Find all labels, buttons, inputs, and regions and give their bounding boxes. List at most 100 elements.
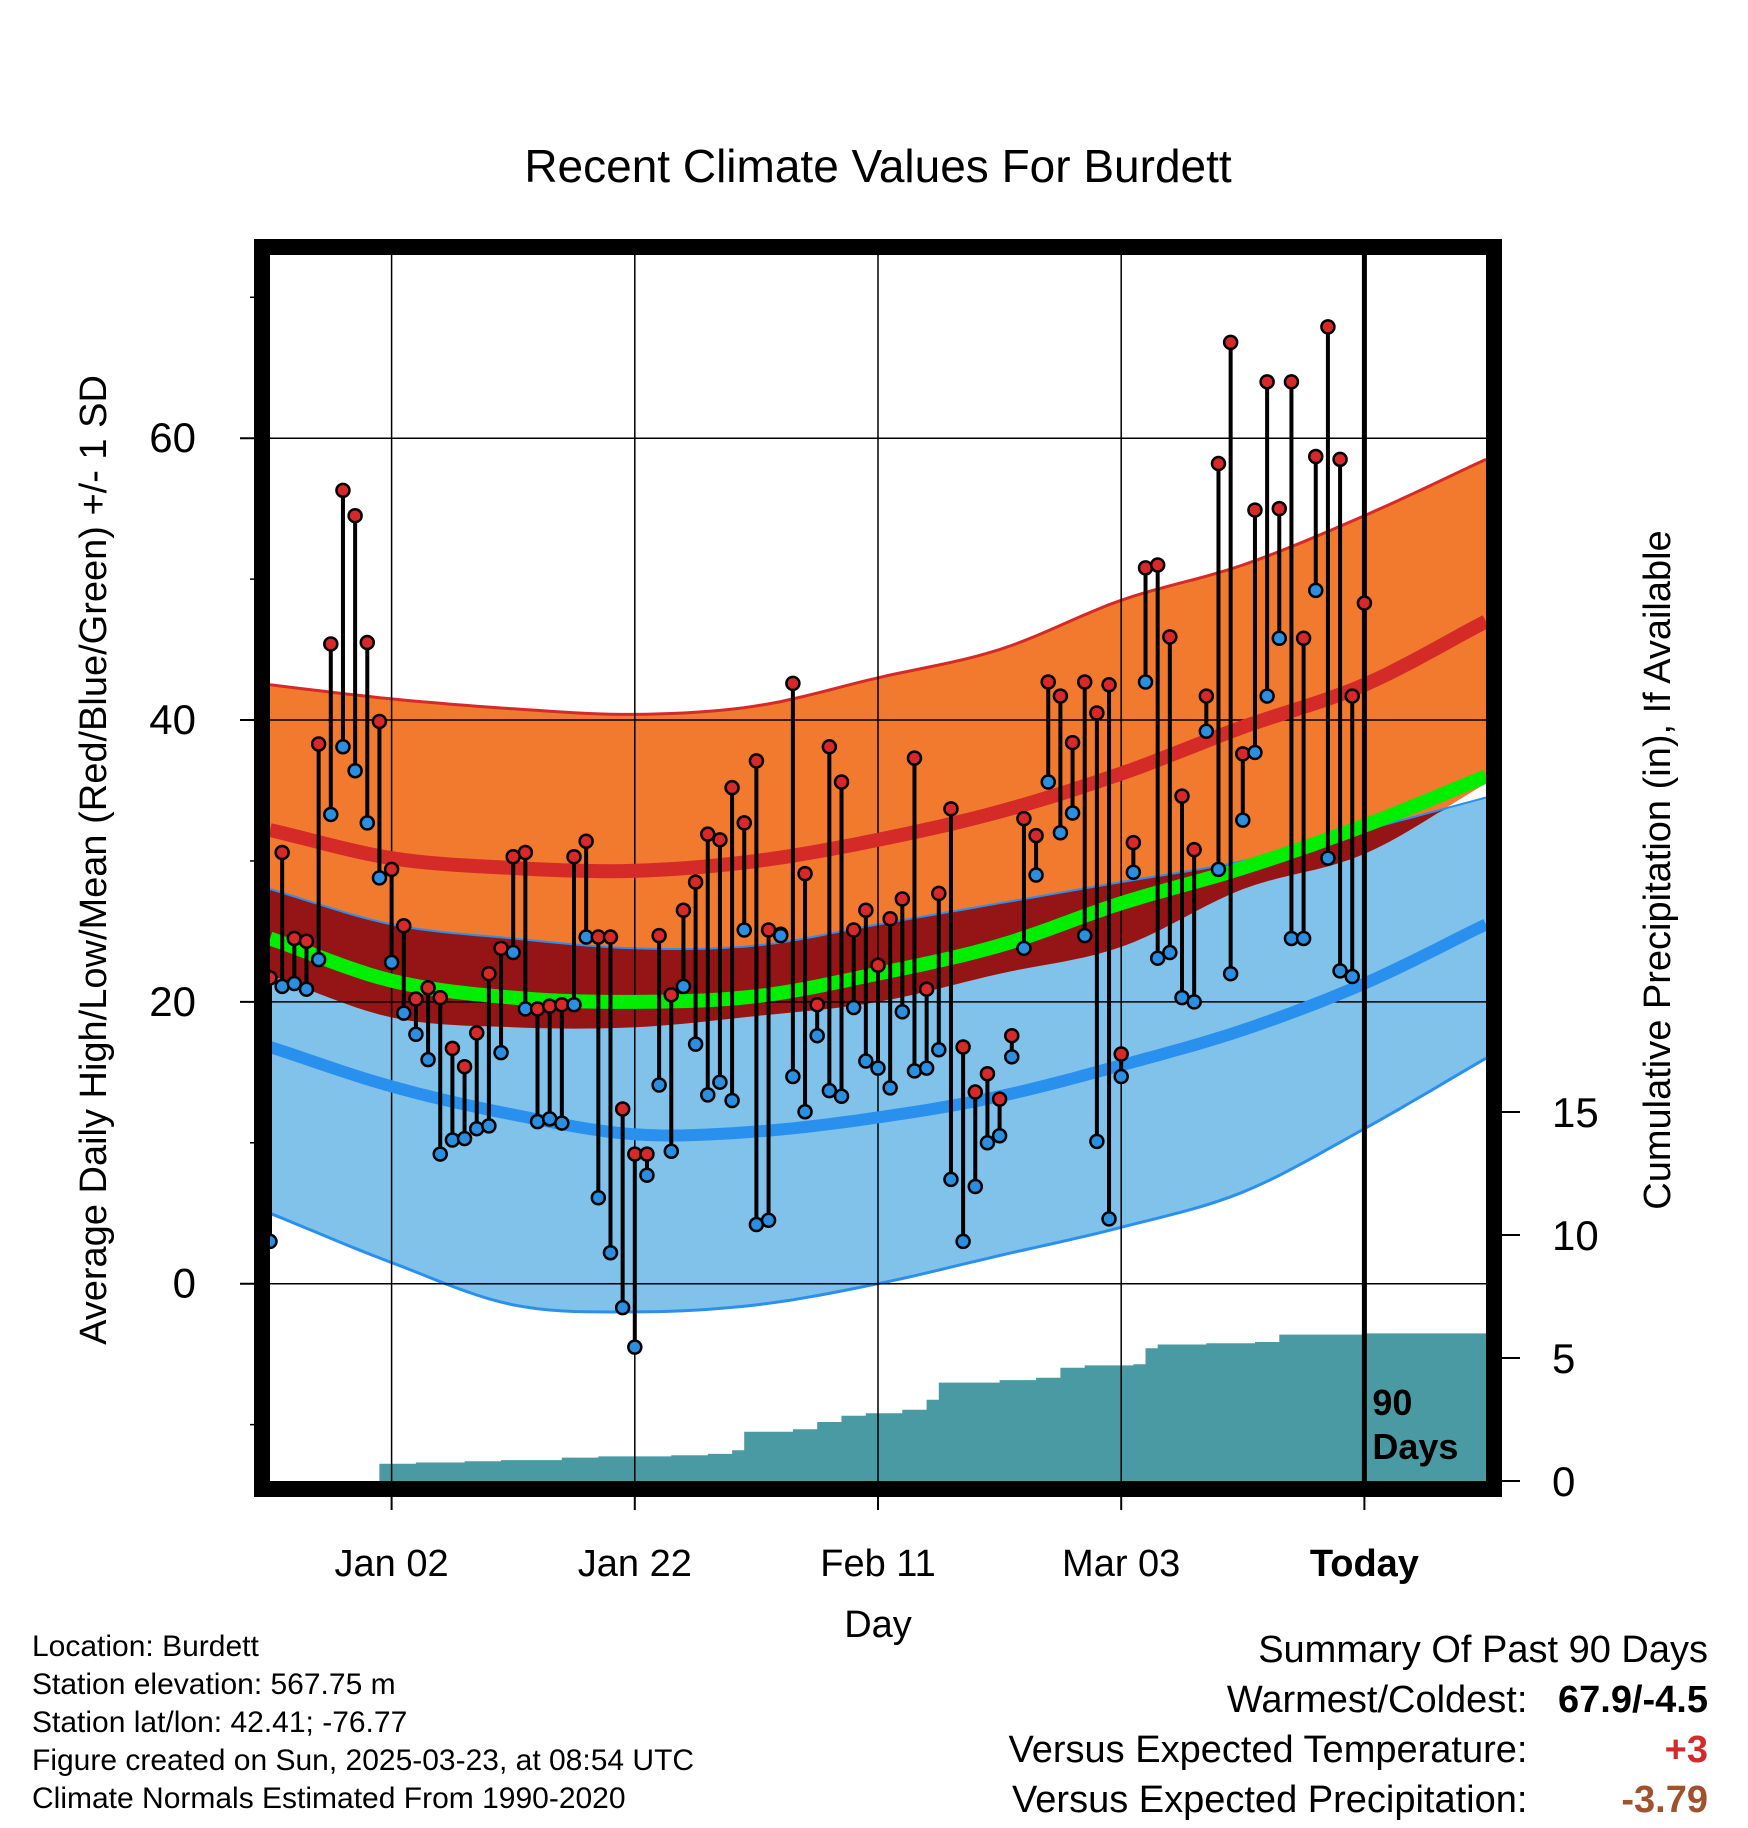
daily-low-point — [736, 922, 752, 938]
daily-high-point — [602, 929, 619, 945]
y-tick-label-left: 60 — [149, 414, 196, 461]
daily-high-point — [785, 675, 801, 692]
daily-low-point — [420, 1051, 436, 1068]
daily-high-point — [845, 922, 862, 938]
daily-high-point — [1332, 451, 1348, 468]
daily-high-point — [1295, 630, 1312, 647]
precipitation-area — [379, 1332, 1486, 1481]
warmest-label: Warmest/Coldest: — [1226, 1679, 1528, 1721]
daily-high-point — [614, 1101, 631, 1117]
daily-high-point — [809, 996, 825, 1013]
daily-high-point — [651, 927, 667, 944]
daily-low-point — [821, 1082, 838, 1099]
station-info: Location: Burdett Station elevation: 567… — [32, 1628, 694, 1818]
daily-low-point — [1332, 963, 1348, 979]
daily-low-point — [1198, 723, 1215, 740]
daily-high-point — [931, 885, 947, 902]
daily-high-point — [578, 833, 594, 849]
daily-low-point — [967, 1178, 984, 1195]
latlon-text: Station lat/lon: 42.41; -76.77 — [32, 1706, 408, 1739]
daily-high-point — [1028, 827, 1044, 844]
daily-high-point — [870, 957, 886, 973]
daily-low-point — [687, 1036, 704, 1052]
daily-high-point — [1283, 374, 1300, 390]
daily-high-point — [432, 989, 448, 1006]
summary-heading: Summary Of Past 90 Days — [1258, 1629, 1708, 1671]
daily-high-point — [1125, 834, 1142, 851]
daily-low-point — [760, 1212, 777, 1229]
daily-high-point — [1113, 1046, 1129, 1062]
daily-low-point — [1149, 950, 1166, 966]
summary-panel: Summary Of Past 90 Days Warmest/Coldest:… — [1009, 1625, 1708, 1825]
daily-high-point — [323, 636, 339, 652]
daily-low-point — [979, 1135, 996, 1151]
daily-low-point — [918, 1060, 935, 1076]
axes: 0 20 40 60 0 5 10 15 Jan 02 Jan 22 Feb 11 Mar 03 Tod… — [149, 296, 1599, 1585]
y-tick-label-left: 40 — [149, 696, 196, 743]
daily-low-point — [481, 1118, 497, 1134]
daily-low-point — [468, 1120, 485, 1137]
daily-high-point — [858, 902, 874, 919]
y-tick-label-left: 0 — [173, 1260, 196, 1307]
daily-low-point — [408, 1026, 424, 1043]
daily-high-point — [639, 1146, 655, 1162]
daily-high-point — [347, 507, 363, 524]
daily-high-point — [456, 1058, 473, 1075]
daily-high-point — [918, 981, 935, 997]
daily-high-point — [1004, 1027, 1020, 1044]
daily-high-point — [1162, 629, 1178, 645]
daily-high-point — [906, 750, 923, 766]
daily-high-point — [1271, 500, 1288, 517]
daily-high-point — [481, 965, 497, 982]
x-tick-label: Feb 11 — [820, 1543, 935, 1585]
daily-low-point — [432, 1146, 448, 1162]
daily-low-point — [955, 1233, 971, 1250]
daily-low-point — [1125, 864, 1142, 880]
daily-high-point — [1320, 319, 1336, 335]
daily-low-point — [882, 1080, 898, 1096]
daily-high-point — [396, 918, 412, 934]
daily-high-point — [468, 1025, 485, 1041]
daily-high-point — [833, 774, 850, 790]
x-tick-label: Jan 02 — [335, 1543, 449, 1585]
daily-low-point — [931, 1042, 947, 1058]
daily-low-point — [651, 1077, 667, 1093]
daily-high-point — [1259, 374, 1275, 390]
daily-low-point — [298, 981, 315, 997]
daily-low-point — [712, 1074, 728, 1090]
daily-high-point — [797, 865, 813, 882]
daily-high-point — [943, 801, 959, 817]
chart-title: Recent Climate Values For Burdett — [524, 140, 1232, 192]
daily-low-point — [1320, 850, 1336, 866]
precip-label: Versus Expected Precipitation: — [1012, 1779, 1528, 1821]
x-tick-label: Today — [1310, 1543, 1419, 1585]
daily-high-point — [1356, 595, 1373, 611]
precipitation-fill — [379, 1332, 1486, 1481]
daily-low-point — [845, 999, 862, 1016]
daily-low-point — [870, 1060, 886, 1076]
daily-low-point — [1235, 812, 1251, 828]
temp-label: Versus Expected Temperature: — [1008, 1729, 1528, 1771]
daily-high-point — [882, 910, 898, 927]
daily-high-point — [408, 991, 424, 1007]
daily-low-point — [772, 927, 789, 944]
daily-low-point — [383, 954, 400, 971]
daily-high-point — [359, 634, 376, 651]
daily-low-point — [286, 975, 303, 992]
daily-low-point — [1089, 1133, 1105, 1150]
daily-low-point — [1016, 940, 1032, 957]
daily-high-point — [1040, 674, 1056, 690]
x-tick-label: Mar 03 — [1062, 1543, 1180, 1585]
daily-low-point — [1052, 825, 1069, 841]
daily-high-point — [1052, 688, 1069, 704]
daily-high-point — [529, 1001, 546, 1017]
daily-high-point — [517, 844, 534, 861]
daily-low-point — [833, 1088, 850, 1105]
daily-low-point — [493, 1044, 509, 1061]
daily-high-point — [1137, 560, 1154, 576]
daily-high-point — [286, 930, 303, 947]
y-axis-label-right: Cumulative Precipitation (in), If Availa… — [1637, 530, 1679, 1209]
daily-low-point — [663, 1143, 680, 1159]
daily-low-point — [1162, 944, 1178, 961]
today-days-label: Days — [1372, 1426, 1458, 1467]
